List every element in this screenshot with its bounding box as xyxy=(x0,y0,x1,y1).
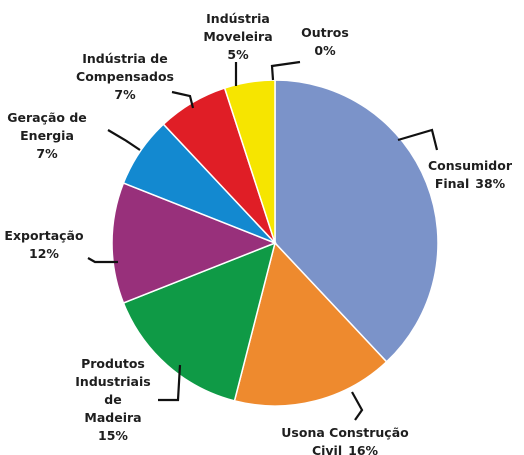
slice-label: Usona Construção Civil 16% xyxy=(281,425,409,455)
value-label: 38% xyxy=(475,176,505,191)
leader-line xyxy=(270,60,301,81)
category-label: Geração de xyxy=(7,110,87,125)
slice-label: Indústria Moveleira 5% xyxy=(203,11,272,62)
category-label: Produtos xyxy=(81,356,145,371)
pie-slice xyxy=(111,182,278,304)
leader-line xyxy=(171,90,195,109)
category-label: Indústria xyxy=(206,11,270,26)
value-label: 7% xyxy=(36,146,58,161)
pie-slice xyxy=(233,241,388,407)
value-label: 0% xyxy=(314,43,336,58)
category-label: Madeira xyxy=(84,410,141,425)
category-label: Energia xyxy=(20,128,74,143)
leader-line xyxy=(351,391,364,421)
slice-label: Produtos Industriais de Madeira 15% xyxy=(75,356,150,443)
value-label: 12% xyxy=(29,246,59,261)
leader-line xyxy=(107,129,141,151)
category-label: Usona Construção xyxy=(281,425,409,440)
category-label: Compensados xyxy=(76,69,174,84)
category-label: Industriais xyxy=(75,374,150,389)
leader-line xyxy=(158,364,182,402)
value-label: 5% xyxy=(227,47,249,62)
category-label: Civil xyxy=(312,443,342,455)
pie-slice xyxy=(122,241,277,402)
category-label: Final xyxy=(435,176,469,191)
pie xyxy=(111,79,439,407)
slice-label: Indústria de Compensados 7% xyxy=(76,51,174,102)
slice-label: Outros 0% xyxy=(301,25,349,58)
leader-line xyxy=(87,257,118,264)
category-label: Moveleira xyxy=(203,29,272,44)
category-label: Indústria de xyxy=(82,51,167,66)
value-label: 7% xyxy=(114,87,136,102)
slice-label: Exportação 12% xyxy=(4,228,84,261)
category-label: Exportação xyxy=(4,228,84,243)
value-label: 15% xyxy=(98,428,128,443)
category-label: de xyxy=(104,392,121,407)
slice-label: Geração de Energia 7% xyxy=(7,110,87,161)
slice-label: Consumidor Final 38% xyxy=(428,158,513,191)
category-label: Outros xyxy=(301,25,349,40)
value-label: 16% xyxy=(348,443,378,455)
leader-lines xyxy=(87,60,439,421)
category-label: Consumidor xyxy=(428,158,513,173)
pie-slice xyxy=(274,79,439,363)
pie-slice xyxy=(223,79,276,244)
leader-line xyxy=(397,128,439,151)
